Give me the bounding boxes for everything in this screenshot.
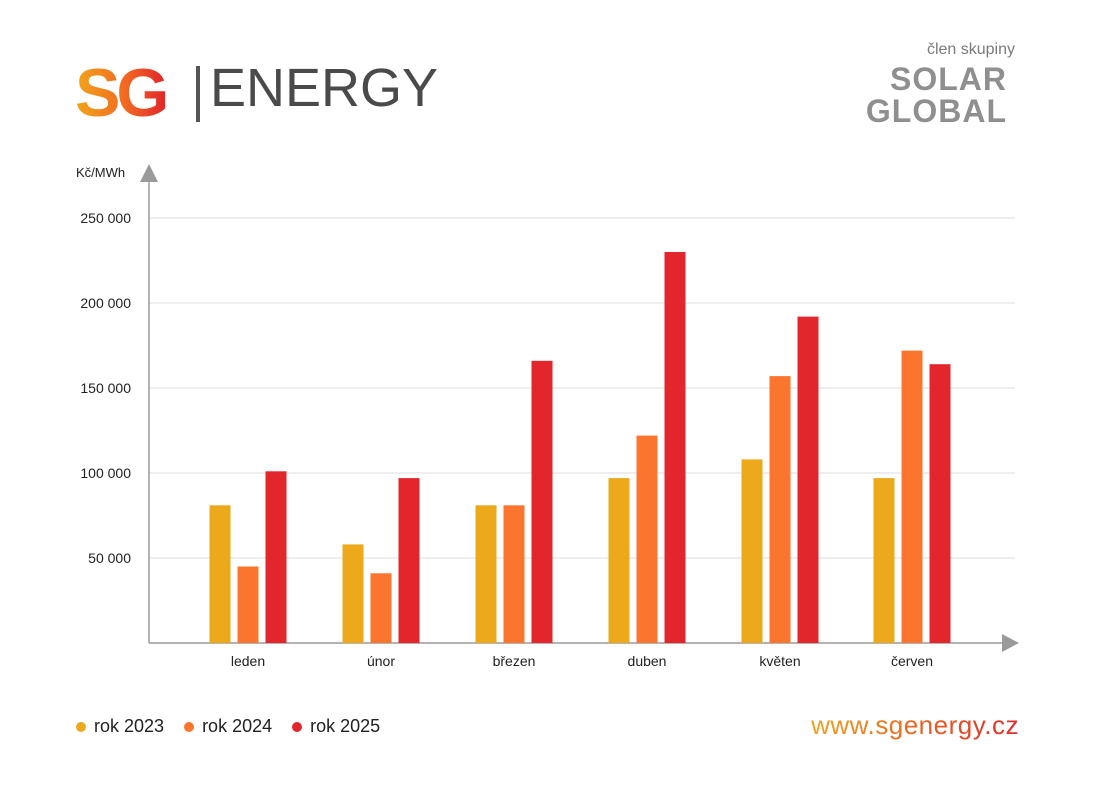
bar-červen-rok-2023 (873, 478, 895, 643)
legend-dot-2024 (184, 721, 195, 732)
sg-logo: SG (75, 62, 169, 124)
y-tick-label: 100 000 (80, 465, 131, 481)
bar-duben-rok-2024 (636, 435, 658, 643)
x-category-label: březen (493, 653, 536, 669)
bar-duben-rok-2023 (608, 478, 630, 643)
legend-label-2024: rok 2024 (202, 716, 273, 736)
bar-květen-rok-2024 (769, 376, 791, 643)
legend-label-2023: rok 2023 (94, 716, 165, 736)
legend-dot-2025 (292, 721, 303, 732)
bar-leden-rok-2024 (237, 566, 259, 643)
y-axis-unit-label: Kč/MWh (76, 165, 125, 180)
logo-separator (196, 66, 200, 122)
legend-item-2025: rok 2025 (292, 716, 380, 737)
legend: rok 2023 rok 2024 rok 2025 (76, 716, 380, 737)
website-url: www.sgenergy.cz (811, 710, 1019, 740)
bar-únor-rok-2023 (342, 544, 364, 643)
y-tick-labels: 50 000 100 000 150 000 200 000 250 000 (80, 210, 131, 566)
bar-duben-rok-2025 (664, 252, 686, 643)
y-tick-label: 50 000 (88, 550, 131, 566)
axes: Kč/MWh (76, 164, 1019, 652)
logo-energy-word: ENERGY (210, 58, 439, 118)
solar-global-logo: SOLAR GLOBAL (866, 62, 1007, 128)
bars (209, 252, 951, 643)
x-category-label: květen (759, 653, 800, 669)
solar-global-line1: SOLAR (890, 62, 1007, 97)
gridlines (149, 217, 1015, 559)
member-text: člen skupiny (926, 41, 1015, 58)
legend-item-2024: rok 2024 (184, 716, 272, 737)
bar-květen-rok-2025 (797, 316, 819, 643)
bar-březen-rok-2025 (531, 360, 553, 643)
website-link[interactable]: www.sgenergy.cz (811, 710, 1019, 741)
x-category-label: leden (231, 653, 265, 669)
bar-březen-rok-2024 (503, 505, 525, 643)
bar-únor-rok-2024 (370, 573, 392, 643)
legend-item-2023: rok 2023 (76, 716, 164, 737)
solar-global-line2: GLOBAL (866, 93, 1007, 128)
legend-label-2025: rok 2025 (310, 716, 381, 736)
x-axis-arrow (1002, 634, 1019, 652)
sg-logo-letters: SG (75, 62, 165, 124)
bar-leden-rok-2023 (209, 505, 231, 643)
y-tick-label: 150 000 (80, 380, 131, 396)
x-category-label: červen (891, 653, 933, 669)
legend-dot-2023 (76, 721, 86, 732)
y-tick-label: 250 000 (80, 210, 131, 226)
bar-únor-rok-2025 (398, 478, 420, 643)
bar-červen-rok-2025 (929, 364, 951, 643)
bar-březen-rok-2023 (475, 505, 497, 643)
bar-leden-rok-2025 (265, 471, 287, 643)
category-labels: leden únor březen duben květen červen (231, 653, 933, 669)
bar-květen-rok-2023 (741, 459, 763, 643)
y-tick-label: 200 000 (80, 295, 131, 311)
bar-červen-rok-2024 (901, 350, 923, 643)
x-category-label: duben (628, 653, 667, 669)
y-axis-arrow (140, 164, 158, 182)
x-category-label: únor (367, 653, 395, 669)
